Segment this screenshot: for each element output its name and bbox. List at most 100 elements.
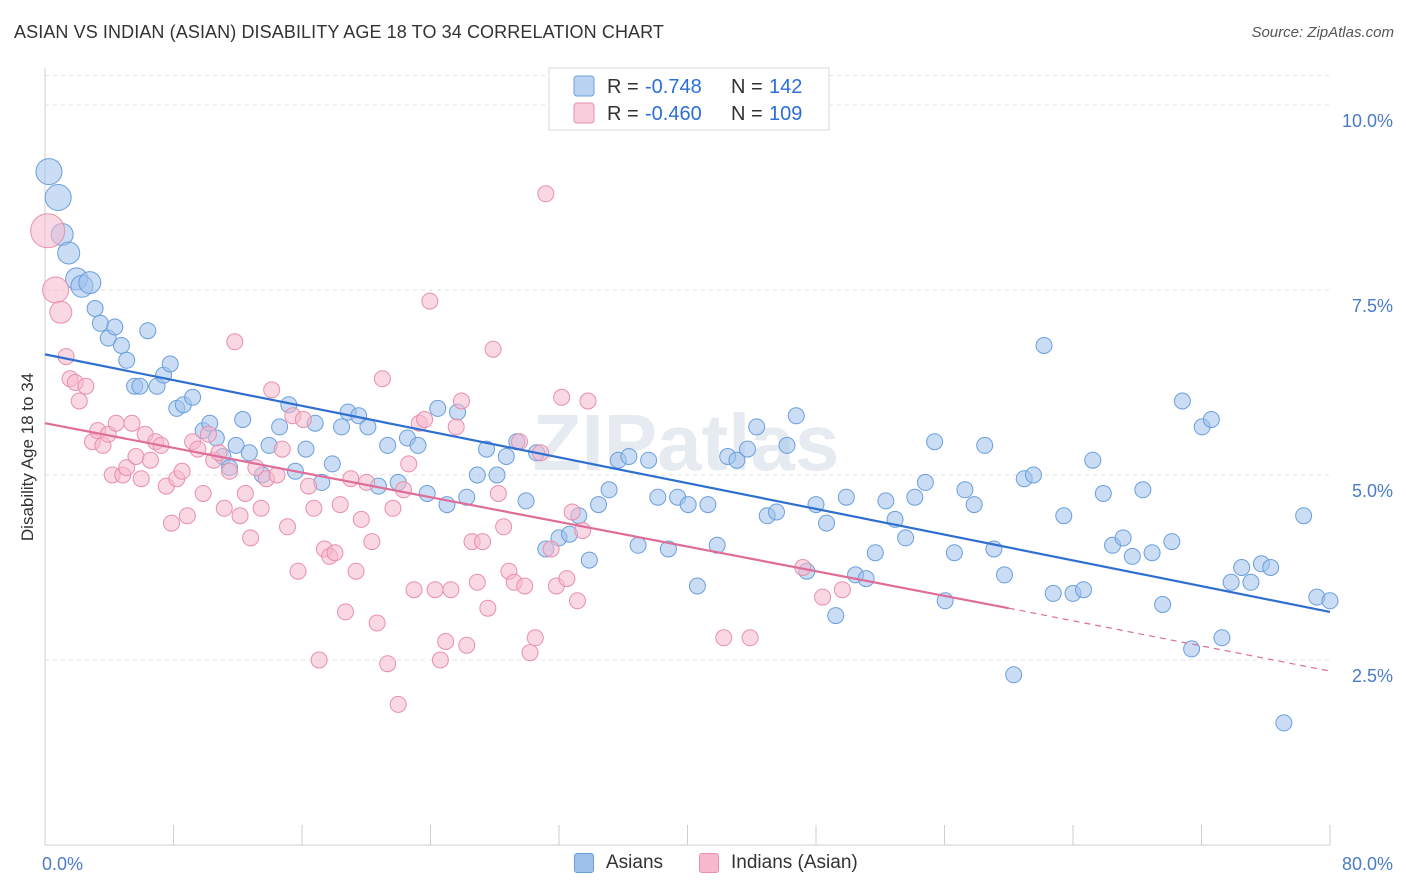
- y-tick-label: 7.5%: [1352, 296, 1393, 316]
- data-point: [579, 392, 597, 410]
- data-point: [226, 333, 244, 351]
- legend-label-indians: Indians (Asian): [731, 852, 858, 873]
- data-point: [1123, 547, 1141, 565]
- data-point: [178, 507, 196, 525]
- data-point: [517, 492, 535, 510]
- data-point: [279, 518, 297, 536]
- data-point: [442, 581, 460, 599]
- data-point: [479, 599, 497, 617]
- data-point: [240, 444, 258, 462]
- trend-line-indians: [44, 422, 1009, 610]
- data-point: [1321, 592, 1339, 610]
- data-point: [1154, 596, 1172, 613]
- data-point: [447, 418, 465, 436]
- data-point: [1262, 559, 1280, 576]
- data-point: [738, 440, 756, 458]
- data-point: [558, 570, 576, 588]
- data-point: [542, 540, 560, 558]
- data-point: [215, 499, 233, 517]
- data-point: [118, 459, 136, 477]
- data-point: [368, 614, 386, 632]
- trend-line-extension: [1008, 607, 1331, 672]
- data-point: [118, 351, 136, 369]
- data-point: [242, 529, 260, 547]
- data-point: [405, 581, 423, 599]
- data-point: [426, 581, 444, 599]
- data-point: [91, 314, 109, 332]
- data-point: [400, 455, 418, 473]
- legend-n-label: N =: [731, 76, 763, 98]
- data-point: [44, 184, 72, 211]
- data-point: [437, 633, 455, 650]
- data-point: [1094, 485, 1112, 502]
- data-point: [336, 603, 354, 621]
- data-point: [333, 418, 351, 436]
- data-point: [323, 455, 341, 473]
- trend-line-asians: [44, 353, 1331, 613]
- data-point: [488, 466, 506, 484]
- data-point: [271, 418, 289, 436]
- data-point: [452, 392, 470, 410]
- data-point: [161, 355, 179, 373]
- legend-item-asians[interactable]: Asians: [574, 852, 663, 874]
- data-point: [132, 470, 150, 488]
- data-point: [897, 529, 915, 547]
- data-point: [358, 473, 376, 491]
- data-point: [231, 507, 249, 525]
- data-point: [384, 499, 402, 517]
- data-point: [590, 496, 608, 514]
- data-point: [379, 655, 397, 673]
- data-point: [600, 481, 618, 499]
- data-point: [629, 536, 647, 554]
- source-label: Source: ZipAtlas.com: [1251, 24, 1394, 41]
- data-point: [728, 451, 746, 469]
- data-point: [458, 636, 476, 654]
- data-point: [526, 629, 544, 647]
- legend-n-value: 109: [769, 103, 802, 125]
- data-point: [1143, 544, 1161, 562]
- data-point: [1295, 507, 1313, 525]
- data-point: [688, 577, 706, 595]
- data-point: [1222, 573, 1240, 591]
- data-point: [263, 381, 281, 399]
- data-point: [1233, 559, 1251, 576]
- data-point: [516, 577, 534, 595]
- data-point: [995, 566, 1013, 584]
- data-point: [421, 292, 439, 310]
- legend-item-indians[interactable]: Indians (Asian): [699, 852, 858, 874]
- legend-swatch-asians: [574, 853, 594, 873]
- data-point: [416, 411, 434, 428]
- data-point: [112, 337, 130, 354]
- legend-r-label: R =: [607, 103, 639, 125]
- legend-swatch: [573, 102, 595, 124]
- data-point: [956, 481, 974, 499]
- data-point: [497, 448, 515, 465]
- trend-lines: [44, 353, 1331, 672]
- data-point: [173, 462, 191, 480]
- data-point: [866, 544, 884, 562]
- data-point: [310, 651, 328, 669]
- legend-r-value: -0.748: [645, 76, 702, 98]
- data-point: [778, 436, 796, 454]
- data-point: [194, 485, 212, 502]
- data-point: [273, 440, 291, 458]
- data-point: [35, 158, 63, 186]
- data-point: [748, 418, 766, 436]
- data-point: [199, 425, 217, 443]
- data-point: [827, 607, 845, 625]
- data-point: [468, 466, 486, 484]
- data-point: [70, 392, 88, 410]
- data-point: [326, 544, 344, 562]
- data-point: [926, 433, 944, 451]
- data-point: [409, 436, 427, 454]
- data-point: [127, 448, 145, 465]
- data-point: [1173, 392, 1191, 410]
- data-point: [389, 695, 407, 713]
- data-point: [906, 488, 924, 506]
- data-point: [1044, 584, 1062, 602]
- data-point: [347, 562, 365, 580]
- data-point: [1024, 466, 1042, 484]
- data-point: [86, 300, 104, 317]
- data-point: [818, 514, 836, 532]
- data-point: [429, 399, 447, 417]
